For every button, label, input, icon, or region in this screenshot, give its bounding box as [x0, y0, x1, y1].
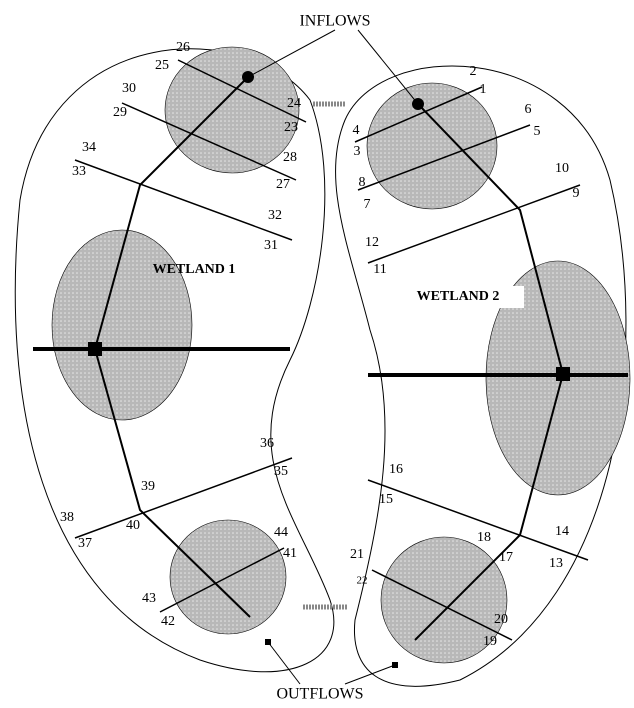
transect — [159, 547, 285, 613]
node-label: 9 — [573, 186, 580, 201]
node-label: 39 — [141, 479, 155, 494]
node-label: 29 — [113, 105, 127, 120]
transect — [371, 569, 513, 641]
node-label: 22 — [357, 575, 368, 587]
wetland-2-boundary — [335, 65, 627, 687]
node-label: 25 — [155, 58, 169, 73]
node-label: 7 — [364, 197, 371, 212]
transect — [354, 86, 483, 143]
outflow-point — [392, 662, 398, 668]
node-label: 2 — [470, 64, 477, 79]
outflow-point — [265, 639, 271, 645]
transect — [177, 59, 307, 123]
label-bg — [408, 286, 524, 308]
inflows-label: INFLOWS — [299, 13, 370, 30]
node-label: 23 — [284, 120, 298, 135]
node-label: 20 — [494, 612, 508, 627]
node-label: 3 — [354, 144, 361, 159]
node-label: 8 — [359, 175, 366, 190]
transect — [367, 184, 581, 264]
node-label: 4 — [353, 123, 360, 138]
node-label: 34 — [82, 140, 96, 155]
node-label: 15 — [379, 492, 393, 507]
node-label: 5 — [534, 124, 541, 139]
transect — [74, 159, 293, 241]
connectors — [303, 101, 348, 610]
node-label: 12 — [365, 235, 379, 250]
node-label: 24 — [287, 96, 301, 111]
cell — [164, 46, 300, 174]
transect — [74, 457, 293, 539]
pointer — [247, 29, 336, 78]
node-label: 44 — [274, 525, 288, 540]
cell — [51, 229, 193, 421]
node-label: 43 — [142, 591, 156, 606]
wetland-label: WETLAND 2 — [417, 289, 500, 304]
markers — [88, 71, 570, 668]
transect — [121, 102, 297, 181]
node-label: 16 — [389, 462, 403, 477]
junction — [88, 342, 102, 356]
inflow-point — [412, 98, 424, 110]
node-label: 31 — [264, 238, 278, 253]
wetland-label: WETLAND 1 — [153, 262, 236, 277]
node-label: 27 — [276, 177, 290, 192]
node-label: 19 — [483, 634, 497, 649]
transect — [367, 479, 589, 561]
node-label: 11 — [373, 262, 386, 277]
cell — [366, 82, 498, 210]
node-label: 26 — [176, 40, 190, 55]
junction — [556, 367, 570, 381]
node-label: 1 — [480, 82, 487, 97]
node-label: 37 — [78, 536, 92, 551]
node-label: 14 — [555, 524, 569, 539]
node-label: 38 — [60, 510, 74, 525]
pointer — [357, 29, 419, 105]
node-label: 36 — [260, 436, 274, 451]
pointer — [344, 664, 396, 685]
pointer — [267, 641, 301, 685]
node-label: 33 — [72, 164, 86, 179]
boundaries — [14, 48, 627, 687]
node-label: 32 — [268, 208, 282, 223]
transect — [357, 124, 531, 191]
node-label: 13 — [549, 556, 563, 571]
node-label: 41 — [283, 546, 297, 561]
node-label: 18 — [477, 530, 491, 545]
node-label: 30 — [122, 81, 136, 96]
inflow-point — [242, 71, 254, 83]
cell — [380, 536, 508, 664]
wetland-1-boundary — [14, 48, 335, 673]
node-label: 10 — [555, 161, 569, 176]
outflows-label: OUTFLOWS — [276, 686, 363, 703]
node-label: 35 — [274, 464, 288, 479]
node-label: 28 — [283, 150, 297, 165]
node-label: 21 — [350, 547, 364, 562]
cells — [51, 46, 631, 664]
node-label: 40 — [126, 518, 140, 533]
node-label: 6 — [525, 102, 532, 117]
node-label: 42 — [161, 614, 175, 629]
node-label: 17 — [499, 550, 513, 565]
